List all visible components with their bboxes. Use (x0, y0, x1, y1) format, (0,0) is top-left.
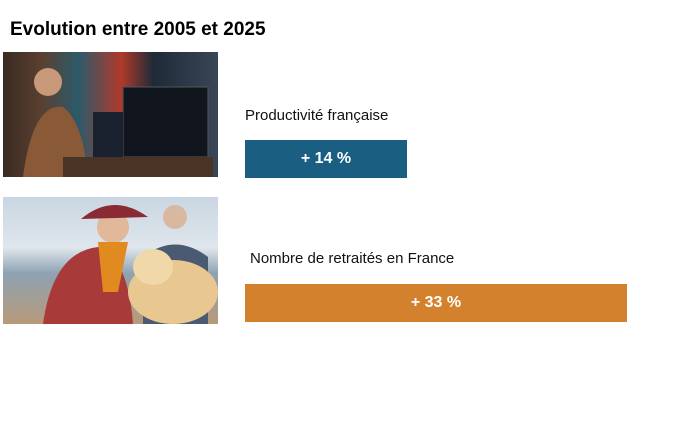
data-label: + 14 % (300, 150, 352, 167)
bar-retraites: + 33 % (245, 284, 627, 322)
photo-elderly-couple-with-dog (3, 197, 218, 324)
category-label: Nombre de retraités en France (250, 250, 455, 267)
page-title: Evolution entre 2005 et 2025 (10, 19, 266, 40)
bar-productivite: + 14 % (245, 140, 407, 178)
data-label: + 33 % (410, 294, 462, 311)
photo-woman-at-computer (3, 52, 218, 177)
category-label: Productivité française (245, 107, 389, 124)
